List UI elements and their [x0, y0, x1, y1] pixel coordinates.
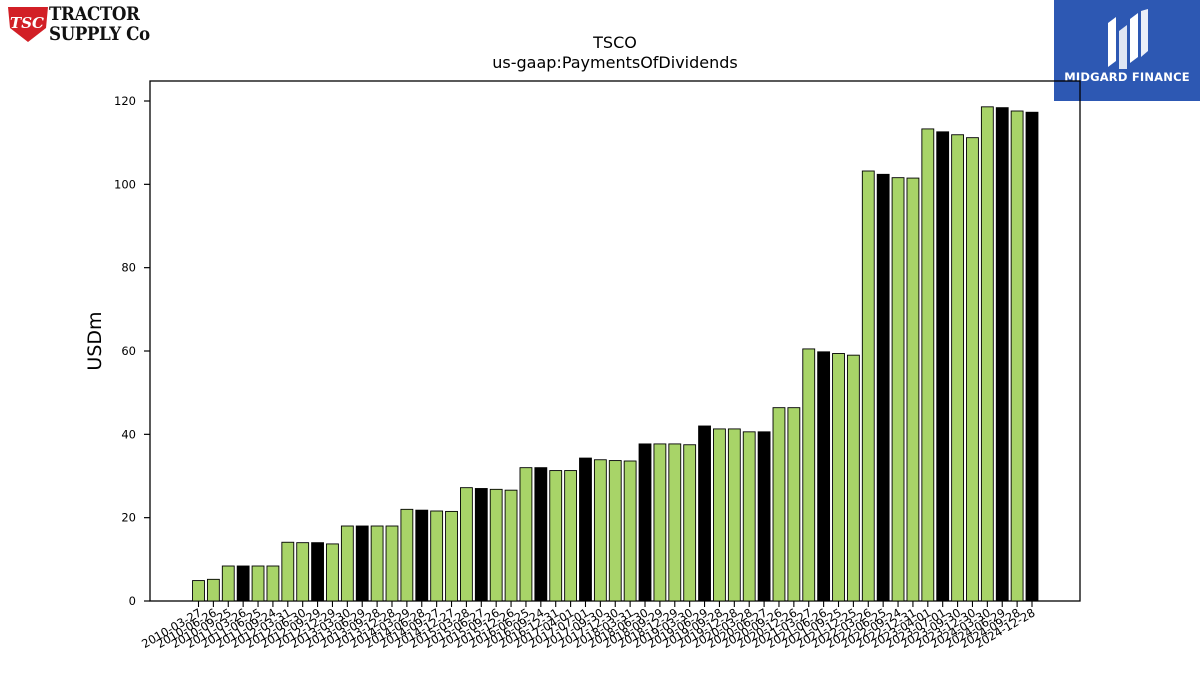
bar-2011-06-25 [251, 565, 265, 602]
bar-2018-12-29 [668, 443, 682, 602]
tsc-badge-icon: TSC [8, 7, 48, 42]
bar-2015-06-27 [474, 488, 488, 602]
bar-2024-12-28 [1025, 111, 1039, 602]
bar-2013-03-30 [340, 525, 354, 602]
y-tick-label-60: 60 [121, 344, 136, 358]
bar-2024-03-30 [980, 106, 994, 602]
bar-2011-09-24 [266, 565, 280, 602]
bar-2020-09-26 [772, 407, 786, 602]
bar-2018-06-30 [638, 443, 652, 602]
chart-subtitle: us-gaap:PaymentsOfDividends [492, 53, 737, 72]
bar-2014-03-29 [400, 508, 414, 602]
bar-2017-12-30 [608, 460, 622, 602]
bar-2016-09-24 [534, 467, 548, 602]
midgard-finance-name: MIDGARD FINANCE [1064, 70, 1190, 84]
bar-2020-03-28 [742, 431, 756, 602]
bar-2020-12-26 [787, 407, 801, 602]
y-tick-label-120: 120 [114, 94, 136, 108]
y-tick-label-40: 40 [121, 427, 136, 441]
bar-2012-03-31 [281, 541, 295, 602]
bar-2013-09-28 [370, 525, 384, 602]
bar-2014-06-28 [415, 509, 429, 602]
bars-group [192, 106, 1039, 602]
y-tick-label-0: 0 [129, 594, 136, 608]
y-axis: 0 20 40 60 80 100 120 [114, 94, 150, 608]
bar-2024-06-29 [995, 107, 1009, 602]
bar-2021-03-27 [802, 348, 816, 602]
bar-2013-06-29 [355, 525, 369, 602]
x-axis: 2010-03-272010-06-262010-09-252011-03-26… [139, 601, 1038, 651]
bar-2012-12-29 [326, 543, 339, 602]
bar-2022-09-24 [891, 177, 905, 602]
tsc-wordmark: TRACTOR SUPPLY Co [49, 4, 150, 44]
bar-2010-03-27 [192, 580, 205, 602]
bar-2022-06-25 [876, 173, 890, 602]
bar-2019-03-30 [683, 444, 697, 602]
bar-2023-12-30 [966, 137, 979, 602]
bar-2015-09-26 [489, 488, 503, 602]
bar-2021-12-25 [846, 354, 860, 602]
bar-2016-06-25 [519, 467, 533, 602]
bar-2012-06-30 [296, 542, 310, 602]
bar-2015-12-26 [504, 489, 518, 602]
bar-2021-06-26 [817, 351, 831, 602]
bar-2011-03-26 [236, 565, 250, 602]
bar-2022-03-26 [861, 170, 875, 602]
y-tick-label-80: 80 [121, 261, 136, 275]
bar-2019-09-28 [713, 428, 726, 602]
tsc-wordmark-line1: TRACTOR [49, 3, 140, 25]
bar-2019-12-28 [727, 428, 741, 602]
bar-2020-06-27 [757, 431, 771, 602]
tsc-wordmark-line2: SUPPLY Co [49, 23, 150, 45]
bar-2017-09-30 [593, 459, 607, 602]
y-axis-label: USDm [84, 311, 106, 370]
bar-2010-06-26 [206, 578, 220, 602]
bar-2022-12-31 [906, 177, 920, 602]
bar-2014-12-27 [445, 510, 458, 602]
bar-2023-09-30 [951, 134, 964, 602]
bar-2023-07-01 [936, 131, 950, 602]
bar-2014-09-27 [430, 510, 444, 602]
bar-2013-12-28 [385, 525, 399, 602]
bar-2018-03-31 [623, 460, 637, 602]
tsc-badge-text: TSC [10, 14, 44, 32]
bar-2010-09-25 [221, 565, 235, 602]
midgard-finance-logo: MIDGARD FINANCE [1054, 0, 1200, 101]
bar-2016-12-31 [549, 470, 563, 602]
bar-2018-09-29 [653, 443, 667, 602]
midgard-mark-icon [1108, 9, 1148, 69]
y-tick-label-100: 100 [114, 177, 136, 191]
bar-2019-06-29 [698, 425, 711, 602]
bar-2024-09-28 [1010, 110, 1024, 602]
bar-2023-04-01 [921, 128, 935, 602]
chart-title: TSCO [592, 33, 637, 52]
bar-2017-07-01 [579, 457, 592, 602]
y-tick-label-20: 20 [121, 511, 136, 525]
tractor-supply-logo: TSC TRACTOR SUPPLY Co [6, 4, 162, 48]
bar-2012-09-29 [311, 542, 324, 602]
bar-2015-03-28 [460, 487, 473, 602]
bar-2017-04-01 [564, 470, 578, 602]
bar-2021-09-25 [832, 353, 845, 602]
